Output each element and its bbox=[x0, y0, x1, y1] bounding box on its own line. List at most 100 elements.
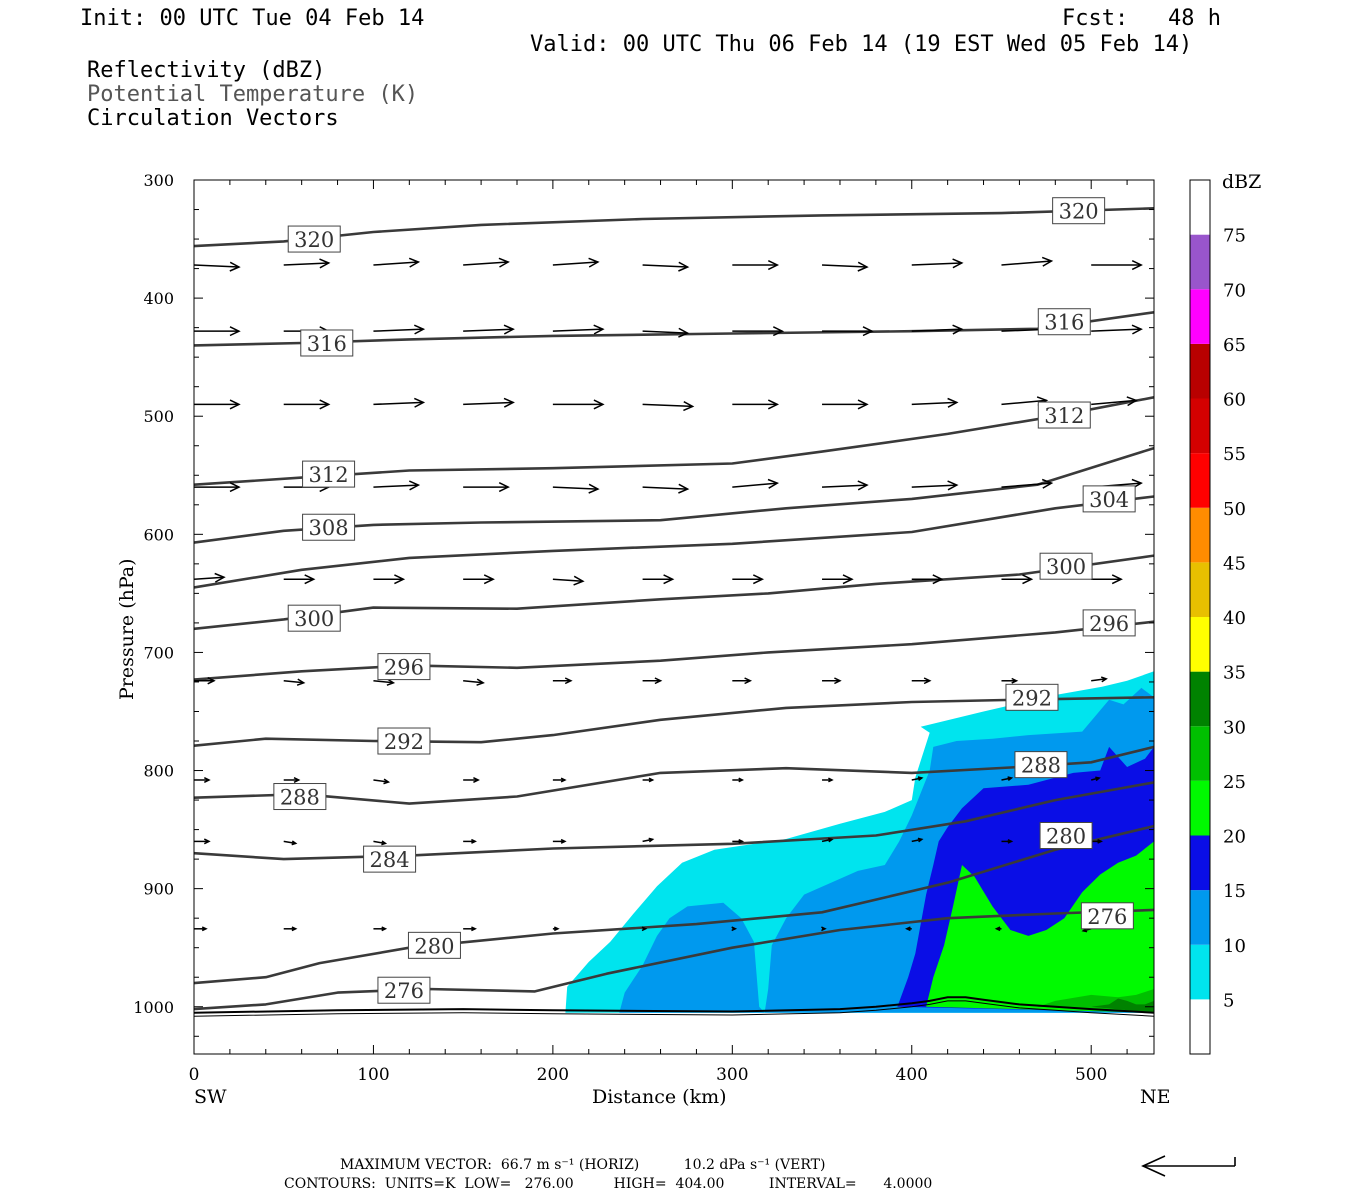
colorbar-label: 10 bbox=[1223, 936, 1246, 957]
contour-label-308: 308 bbox=[309, 516, 349, 540]
contour-label-320: 320 bbox=[294, 228, 334, 252]
y-tick-label: 800 bbox=[143, 762, 174, 781]
contour-label-288: 288 bbox=[1021, 754, 1061, 778]
wind-vector-head bbox=[1007, 839, 1014, 844]
wind-vector-head bbox=[291, 840, 298, 846]
wind-vector-head bbox=[304, 574, 316, 585]
wind-vector-head bbox=[648, 777, 655, 783]
wind-vector-head bbox=[394, 574, 406, 585]
wind-vector-head bbox=[229, 399, 241, 410]
contour-label-280: 280 bbox=[414, 934, 454, 958]
contour-label-box bbox=[1039, 552, 1093, 580]
colorbar-label: 5 bbox=[1223, 990, 1234, 1011]
contour-info: CONTOURS: UNITS=K LOW= 276.00 HIGH= 404.… bbox=[284, 1176, 933, 1192]
wind-vector bbox=[822, 264, 868, 268]
wind-vector-head bbox=[383, 778, 391, 785]
colorbar-segment bbox=[1190, 234, 1210, 290]
wind-vector-head bbox=[413, 397, 426, 408]
wind-vector-head bbox=[588, 257, 600, 268]
wind-vector-head bbox=[296, 678, 306, 686]
wind-vector-head bbox=[564, 677, 573, 685]
wind-vector-head bbox=[678, 483, 690, 494]
theta-contour-292 bbox=[194, 696, 1154, 747]
wind-vector-head bbox=[319, 258, 331, 269]
wind-vector-head bbox=[828, 777, 834, 783]
wind-vector-head bbox=[1095, 776, 1101, 782]
wind-vector-head bbox=[229, 326, 241, 337]
colorbar-segment bbox=[1190, 780, 1210, 836]
colorbar-label: 50 bbox=[1223, 499, 1246, 520]
wind-vector-head bbox=[1126, 396, 1138, 407]
wind-vector-head bbox=[203, 838, 211, 845]
wind-vector bbox=[642, 330, 688, 334]
contour-label-276: 276 bbox=[384, 979, 424, 1003]
wind-vector-head bbox=[994, 926, 1001, 932]
wind-vector bbox=[283, 680, 304, 684]
x-tick-label: 400 bbox=[896, 1065, 928, 1085]
contour-label-box bbox=[287, 225, 341, 253]
wind-vector-head bbox=[1131, 260, 1143, 271]
ne-label: NE bbox=[1140, 1086, 1171, 1108]
wind-vector-head bbox=[593, 399, 605, 410]
contour-label-276: 276 bbox=[1087, 905, 1127, 929]
wind-vector bbox=[283, 840, 296, 845]
contour-label-288: 288 bbox=[280, 786, 320, 810]
contour-label-box bbox=[1037, 308, 1091, 336]
colorbar-segment bbox=[1190, 180, 1210, 235]
wind-vector-head bbox=[229, 261, 241, 272]
wind-vector-head bbox=[772, 326, 785, 337]
terrain-line bbox=[194, 996, 1154, 1014]
field-reflectivity: Reflectivity (dBZ) bbox=[87, 58, 326, 83]
wind-vector-head bbox=[593, 324, 605, 335]
y-tick-label: 700 bbox=[143, 643, 174, 662]
wind-vector bbox=[463, 680, 484, 684]
max-vector-note: MAXIMUM VECTOR: 66.7 m s⁻¹ (HORIZ) 10.2 … bbox=[340, 1157, 826, 1173]
colorbar-segment bbox=[1190, 671, 1210, 727]
contour-label-312: 312 bbox=[309, 463, 349, 487]
wind-vector-head bbox=[923, 677, 932, 685]
contour-label-box bbox=[407, 931, 461, 959]
wind-vector bbox=[463, 261, 509, 266]
wind-vector-head bbox=[483, 574, 495, 585]
wind-vector-head bbox=[229, 482, 241, 493]
contour-label-316: 316 bbox=[307, 332, 347, 356]
colorbar-label: 35 bbox=[1223, 663, 1246, 684]
y-tick-label: 900 bbox=[143, 880, 174, 899]
wind-vector-head bbox=[862, 326, 874, 337]
wind-vector-head bbox=[476, 678, 485, 686]
wind-vector-head bbox=[1022, 574, 1034, 585]
wind-vector-head bbox=[663, 574, 675, 585]
colorbar-title: dBZ bbox=[1222, 171, 1261, 193]
wind-vector-head bbox=[744, 677, 753, 685]
x-tick-label: 100 bbox=[357, 1065, 389, 1085]
colorbar-label: 65 bbox=[1223, 335, 1246, 356]
wind-vector-head bbox=[1100, 676, 1108, 683]
wind-vector-head bbox=[381, 840, 388, 846]
wind-vector-head bbox=[408, 257, 421, 268]
wind-vector bbox=[822, 484, 868, 488]
wind-vector bbox=[373, 261, 419, 266]
colorbar-segment bbox=[1190, 726, 1210, 781]
theta-contour-280 bbox=[194, 824, 1154, 985]
terrain-line-lower bbox=[194, 1000, 1154, 1017]
field-vectors: Circulation Vectors bbox=[87, 106, 339, 131]
contour-label-box bbox=[1082, 485, 1136, 513]
wind-vector bbox=[373, 401, 424, 406]
wind-vector bbox=[283, 262, 329, 266]
colorbar-segment bbox=[1190, 453, 1210, 508]
colorbar-label: 15 bbox=[1223, 881, 1246, 902]
plot-area: 320 320 316 316 312 312 308 304 300 300 296 296 292 2… bbox=[194, 197, 1154, 1017]
colorbar-segment bbox=[1190, 835, 1210, 891]
wind-vector-head bbox=[1041, 478, 1054, 489]
wind-vector bbox=[642, 264, 688, 268]
wind-vector bbox=[911, 401, 957, 406]
contour-label-box bbox=[287, 604, 341, 632]
sw-label: SW bbox=[194, 1086, 227, 1108]
wind-vector-head bbox=[767, 399, 780, 410]
wind-vector-head bbox=[654, 677, 663, 685]
wind-vector bbox=[1091, 399, 1137, 406]
wind-vector-head bbox=[834, 677, 842, 685]
wind-vector bbox=[552, 486, 598, 490]
wind-vector-head bbox=[917, 776, 924, 782]
wind-vector-head bbox=[905, 926, 911, 932]
